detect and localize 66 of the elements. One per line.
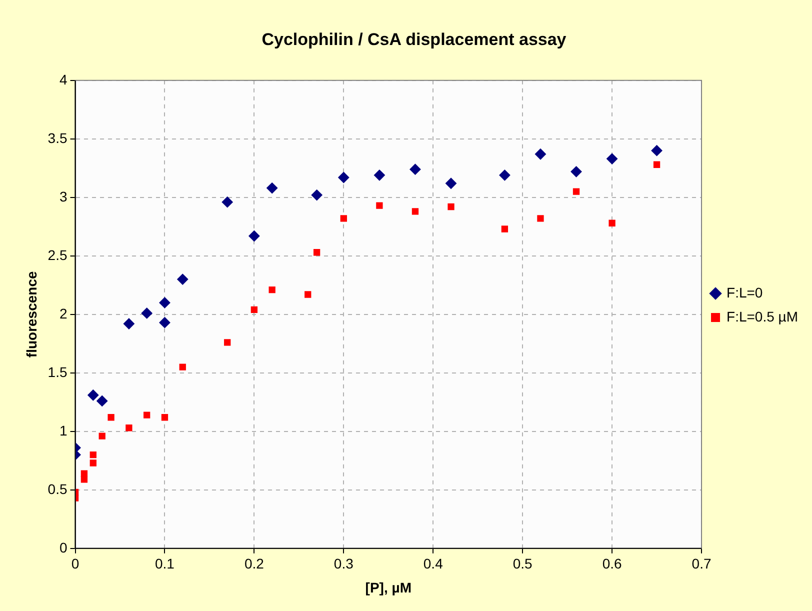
x-tick-label: 0.4 <box>423 556 444 572</box>
y-tick-label: 1 <box>59 422 68 438</box>
point <box>250 306 258 314</box>
x-tick-label: 0.2 <box>244 556 264 572</box>
legend-label: F:L=0 <box>726 284 763 300</box>
point <box>653 161 660 168</box>
legend-label: F:L=0.5 µM <box>726 308 798 324</box>
y-tick-label: 2.5 <box>48 246 68 263</box>
point <box>98 432 106 440</box>
x-tick-label: 0.1 <box>154 556 175 572</box>
x-tick-label: 0.5 <box>512 556 533 572</box>
point <box>448 203 454 210</box>
point <box>126 424 132 432</box>
y-tick-label: 0 <box>59 539 68 556</box>
y-tick-label: 0.5 <box>48 480 68 497</box>
point <box>410 164 421 175</box>
y-axis-title: fluorescence <box>23 271 40 358</box>
chart-title: Cyclophilin / CsA displacement assay <box>262 30 567 49</box>
point <box>374 170 385 181</box>
x-tick-label: 0.6 <box>602 556 622 572</box>
point <box>90 460 96 466</box>
y-tick-label: 3.5 <box>48 130 68 146</box>
point <box>108 414 114 421</box>
y-tick-label: 3 <box>59 188 68 204</box>
point <box>534 148 546 160</box>
point <box>412 208 419 215</box>
point <box>340 215 347 222</box>
point <box>499 170 510 181</box>
point <box>80 470 88 477</box>
point <box>446 178 457 189</box>
point <box>141 308 152 319</box>
point <box>96 395 108 406</box>
point <box>268 286 276 294</box>
point <box>304 291 312 298</box>
point <box>376 202 383 209</box>
point <box>80 476 88 483</box>
point <box>266 182 278 194</box>
point <box>501 226 508 232</box>
point <box>248 230 260 242</box>
point <box>311 190 322 201</box>
point <box>651 145 662 156</box>
point <box>606 153 618 164</box>
point <box>159 317 170 328</box>
point <box>144 412 150 418</box>
x-axis-title: [P], µM <box>365 579 412 596</box>
x-tick-label: 0.3 <box>334 556 354 572</box>
point <box>159 297 170 308</box>
point <box>224 339 231 346</box>
point <box>338 172 350 184</box>
point <box>572 188 580 195</box>
point <box>313 249 320 256</box>
point <box>161 414 168 421</box>
point <box>123 318 134 330</box>
point <box>608 220 616 226</box>
x-tick-label: 0.7 <box>692 556 712 572</box>
point <box>179 364 186 370</box>
point <box>537 215 544 222</box>
y-tick-label: 1.5 <box>48 364 68 380</box>
point <box>570 166 582 178</box>
x-tick-label: 0 <box>71 556 80 572</box>
point <box>90 451 96 458</box>
y-tick-label: 4 <box>59 71 68 88</box>
point <box>177 274 188 285</box>
point <box>88 390 99 401</box>
y-tick-label: 2 <box>59 305 68 322</box>
point <box>222 196 233 208</box>
